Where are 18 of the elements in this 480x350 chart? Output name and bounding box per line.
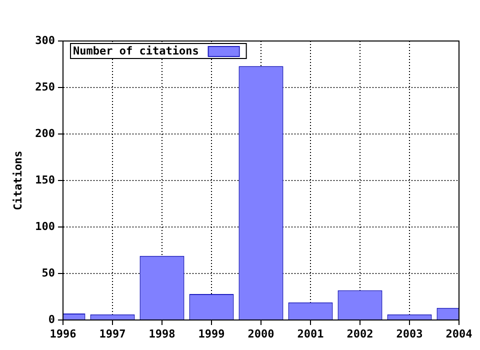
legend-label: Number of citations bbox=[73, 44, 199, 58]
x-tick-label: 2001 bbox=[297, 327, 324, 340]
y-tick-label: 250 bbox=[35, 80, 55, 94]
y-tick-label: 50 bbox=[42, 266, 55, 280]
x-tick-label: 1997 bbox=[99, 327, 126, 340]
y-tick-label: 200 bbox=[35, 126, 55, 140]
y-tick-label: 0 bbox=[48, 312, 55, 326]
y-axis-title: Citations bbox=[11, 150, 24, 210]
x-tick-label: 2004 bbox=[446, 327, 473, 340]
y-tick-label: 150 bbox=[35, 173, 55, 186]
y-tick-label: 100 bbox=[35, 220, 55, 233]
y-tick-label: 300 bbox=[35, 34, 55, 47]
x-tick-label: 2000 bbox=[248, 327, 274, 340]
x-tick-label: 2002 bbox=[346, 327, 374, 340]
x-tick-label: 1999 bbox=[198, 327, 225, 340]
x-tick-label: 1998 bbox=[148, 327, 176, 340]
x-tick-label: 1996 bbox=[50, 327, 77, 340]
x-tick-label: 2003 bbox=[396, 327, 423, 340]
